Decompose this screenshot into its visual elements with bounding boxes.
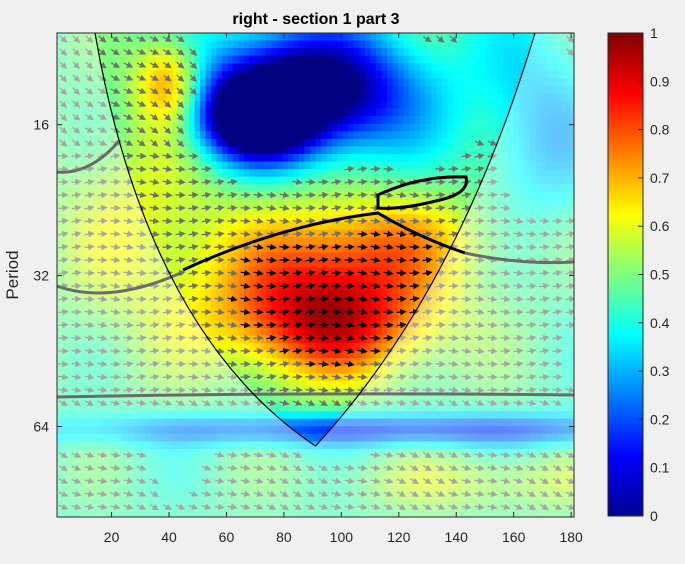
significance-contours bbox=[57, 139, 574, 399]
colorbar-tick-label: 0.1 bbox=[650, 460, 670, 476]
colorbar-tick-label: 0.7 bbox=[650, 170, 670, 186]
x-tick-label: 80 bbox=[276, 529, 292, 545]
x-tick-label: 140 bbox=[445, 529, 469, 545]
colorbar-tick-label: 0.8 bbox=[650, 122, 670, 138]
x-tick-label: 100 bbox=[330, 529, 354, 545]
x-tick-label: 160 bbox=[502, 529, 526, 545]
colorbar-tick-label: 1 bbox=[650, 25, 658, 41]
x-tick-label: 180 bbox=[559, 529, 583, 545]
x-tick-label: 60 bbox=[219, 529, 235, 545]
colorbar-tick-label: 0.6 bbox=[650, 218, 670, 234]
colorbar-tick-label: 0 bbox=[650, 508, 658, 524]
cone-of-influence-line bbox=[94, 33, 536, 447]
phase-arrows bbox=[58, 35, 574, 511]
y-tick-label: 32 bbox=[33, 268, 49, 284]
plot-area: 20 40 60 80 100 120 140 160 180 16 32 64 Period bbox=[3, 32, 583, 545]
y-axis-label: Period bbox=[3, 250, 22, 299]
colorbar-tick-label: 0.4 bbox=[650, 315, 670, 331]
chart-title: right - section 1 part 3 bbox=[232, 11, 399, 28]
y-tick-label: 64 bbox=[33, 418, 49, 434]
x-tick-label: 40 bbox=[161, 529, 177, 545]
colorbar-tick-label: 0.9 bbox=[650, 73, 670, 89]
x-tick-label: 20 bbox=[104, 529, 120, 545]
colorbar-tick-label: 0.3 bbox=[650, 363, 670, 379]
x-tick-label: 120 bbox=[387, 529, 411, 545]
x-axis: 20 40 60 80 100 120 140 160 180 bbox=[104, 33, 583, 545]
colorbar: 0 0.1 0.2 0.3 0.4 0.5 0.6 0.7 0.8 0.9 1 bbox=[607, 25, 670, 524]
colorbar-tick-label: 0.5 bbox=[650, 267, 670, 283]
plot-frame bbox=[56, 32, 575, 518]
y-axis: 16 32 64 bbox=[33, 117, 574, 434]
colorbar-ticks: 0 0.1 0.2 0.3 0.4 0.5 0.6 0.7 0.8 0.9 1 bbox=[638, 25, 670, 524]
colorbar-scale bbox=[607, 32, 644, 517]
y-tick-label: 16 bbox=[33, 117, 49, 133]
colorbar-tick-label: 0.2 bbox=[650, 411, 670, 427]
